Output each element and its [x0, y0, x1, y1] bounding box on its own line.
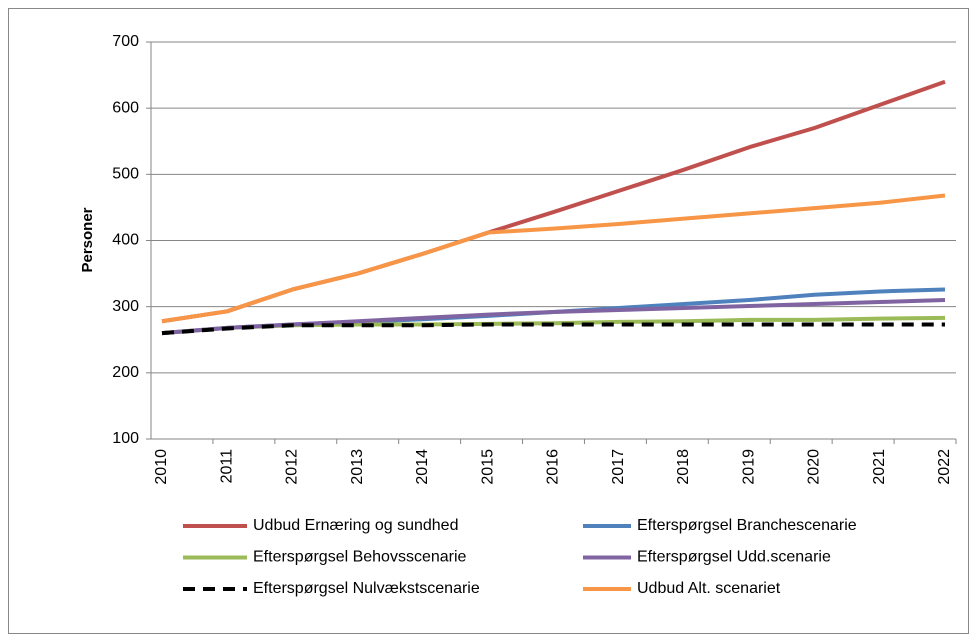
x-tick-label: 2010 [153, 449, 170, 485]
legend-label: Efterspørgsel Udd.scenarie [637, 549, 831, 566]
legend-label: Efterspørgsel Behovsscenarie [253, 549, 467, 566]
x-tick-label: 2021 [871, 449, 888, 485]
series-line [161, 193, 946, 324]
x-tick-label: 2011 [218, 449, 235, 484]
legend-label: Udbud Ernæring og sundhed [253, 517, 458, 534]
x-tick-label: 2015 [479, 449, 496, 485]
y-tick-label: 200 [112, 364, 139, 381]
x-tick-label: 2017 [610, 449, 627, 485]
y-tick-label: 500 [112, 166, 139, 183]
x-tick-label: 2014 [414, 449, 431, 485]
legend-label: Efterspørgsel Nulvækstscenarie [253, 580, 480, 597]
x-tick-label: 2018 [675, 449, 692, 485]
legend-label: Udbud Alt. scenariet [637, 580, 781, 597]
y-tick-label: 600 [112, 99, 139, 116]
x-tick-label: 2013 [349, 449, 366, 485]
legend-label: Efterspørgsel Branchescenarie [637, 517, 857, 534]
y-tick-label: 400 [112, 232, 139, 249]
y-tick-label: 300 [112, 298, 139, 315]
x-tick-label: 2012 [284, 449, 301, 485]
y-tick-label: 700 [112, 33, 139, 50]
y-axis-label: Personer [79, 207, 96, 272]
series-line [161, 322, 945, 336]
x-tick-label: 2020 [806, 449, 823, 485]
x-tick-label: 2019 [740, 449, 757, 485]
y-tick-label: 100 [112, 430, 139, 447]
x-tick-label: 2022 [936, 449, 953, 485]
x-tick-label: 2016 [545, 449, 562, 485]
